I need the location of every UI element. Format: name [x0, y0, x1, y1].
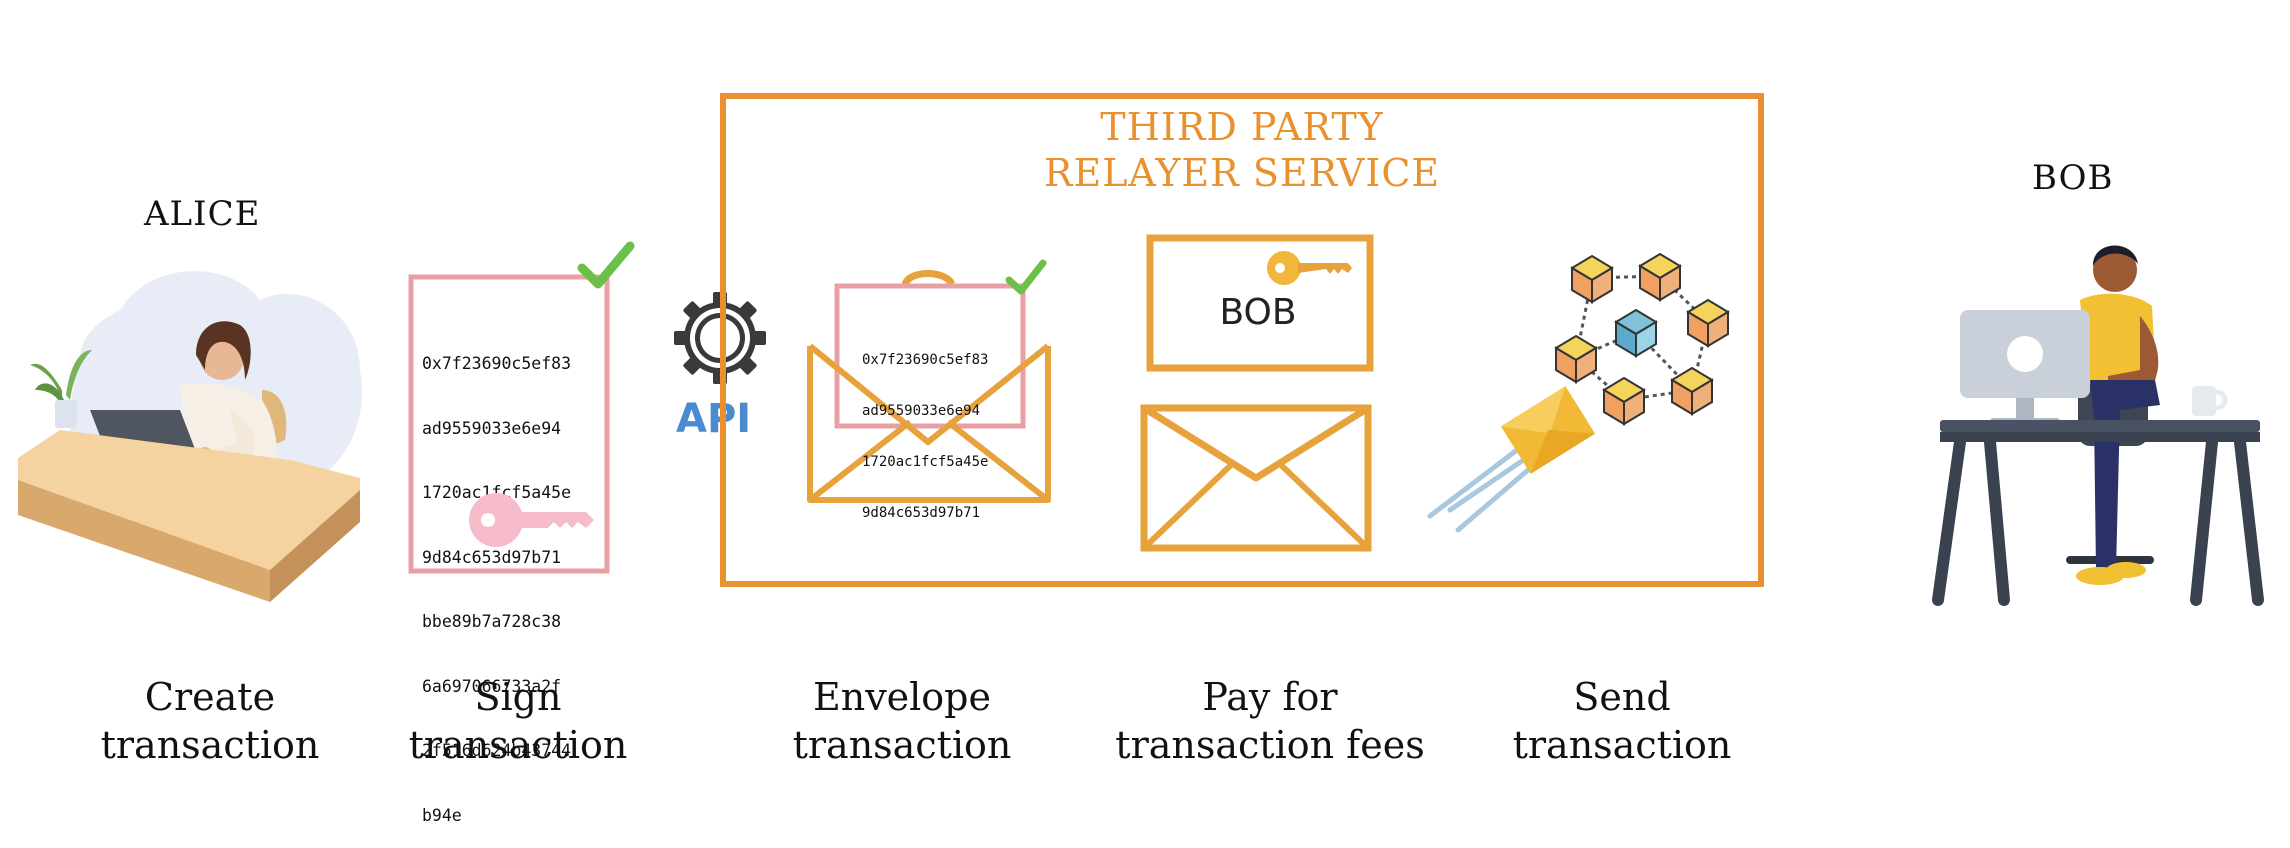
- blockchain-network-icon: [1420, 240, 1740, 540]
- step-create-transaction: Create transaction: [50, 673, 370, 769]
- alice-at-desk-illustration: [0, 240, 380, 610]
- fee-payer-label: BOB: [1146, 292, 1370, 333]
- bob-at-desk-illustration: [1920, 220, 2280, 610]
- key-icon: [1264, 246, 1354, 290]
- fee-envelope: [1140, 404, 1380, 556]
- relayer-service-title: THIRD PARTY RELAYER SERVICE: [720, 104, 1764, 196]
- private-key-icon: [466, 490, 596, 550]
- checkmark-icon: [576, 240, 636, 292]
- envelope-transaction-hash: 0x7f23690c5ef83 ad9559033e6e94 1720ac1fc…: [862, 318, 988, 539]
- step-sign-transaction: Sign transaction: [358, 673, 678, 769]
- step-send-transaction: Send transaction: [1462, 673, 1782, 769]
- envelope-checkmark-icon: [1004, 258, 1048, 298]
- bob-name: BOB: [2032, 158, 2113, 198]
- alice-name: ALICE: [144, 194, 260, 234]
- step-pay-transaction-fees: Pay for transaction fees: [1100, 673, 1440, 769]
- step-envelope-transaction: Envelope transaction: [742, 673, 1062, 769]
